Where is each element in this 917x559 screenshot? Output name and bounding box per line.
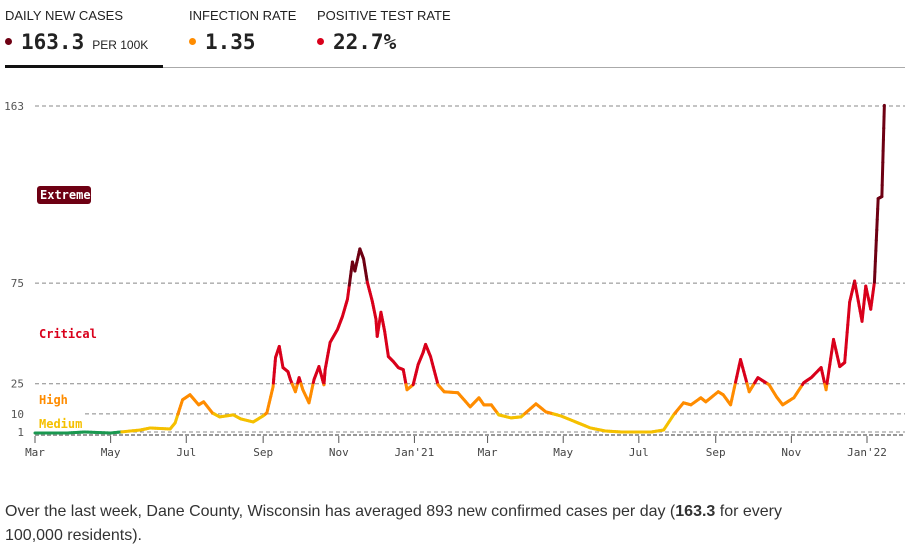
tab-label: POSITIVE TEST RATE [317, 8, 451, 23]
y-tick-label: 25 [11, 378, 24, 391]
tab-value: 22.7% [333, 30, 397, 54]
summary-after: for every 100,000 residents). [5, 503, 782, 544]
tier-label-critical: Critical [39, 327, 97, 341]
x-tick-label: Sep [253, 446, 273, 459]
tier-badge-extreme [37, 186, 91, 204]
y-tick-label: 163 [4, 100, 24, 113]
x-tick-label: Sep [706, 446, 726, 459]
x-tick-label: Jul [176, 446, 196, 459]
x-tick-label: Mar [478, 446, 498, 459]
x-tick-label: May [553, 446, 573, 459]
dot-icon [317, 38, 324, 45]
tab-value: 163.3 [21, 30, 85, 54]
summary-text: Over the last week, Dane County, Wiscons… [5, 500, 795, 548]
x-tick-label: May [101, 446, 121, 459]
tab-value: 1.35 [205, 30, 256, 54]
y-tick-label: 75 [11, 277, 24, 290]
tab-divider [5, 67, 905, 68]
summary-before: Over the last week, Dane County, Wiscons… [5, 503, 676, 520]
x-tick-label: Jan'21 [395, 446, 435, 459]
tier-label-medium: Medium [39, 417, 82, 431]
tier-label-extreme: Extreme [40, 188, 91, 202]
y-tick-label: 10 [11, 408, 24, 421]
x-tick-label: Jan'22 [847, 446, 887, 459]
tab-label: DAILY NEW CASES [5, 8, 123, 23]
dot-icon [189, 38, 196, 45]
x-tick-label: Jul [629, 446, 649, 459]
x-tick-label: Nov [781, 446, 801, 459]
x-tick-label: Nov [329, 446, 349, 459]
summary-value: 163.3 [675, 503, 716, 520]
dot-icon [5, 38, 12, 45]
tier-label-high: High [39, 393, 68, 407]
x-tick-label: Mar [25, 446, 45, 459]
tab-label: INFECTION RATE [189, 8, 297, 23]
tab-unit: PER 100K [92, 38, 149, 52]
y-tick-label: 1 [17, 426, 24, 439]
active-tab-indicator [5, 65, 163, 68]
